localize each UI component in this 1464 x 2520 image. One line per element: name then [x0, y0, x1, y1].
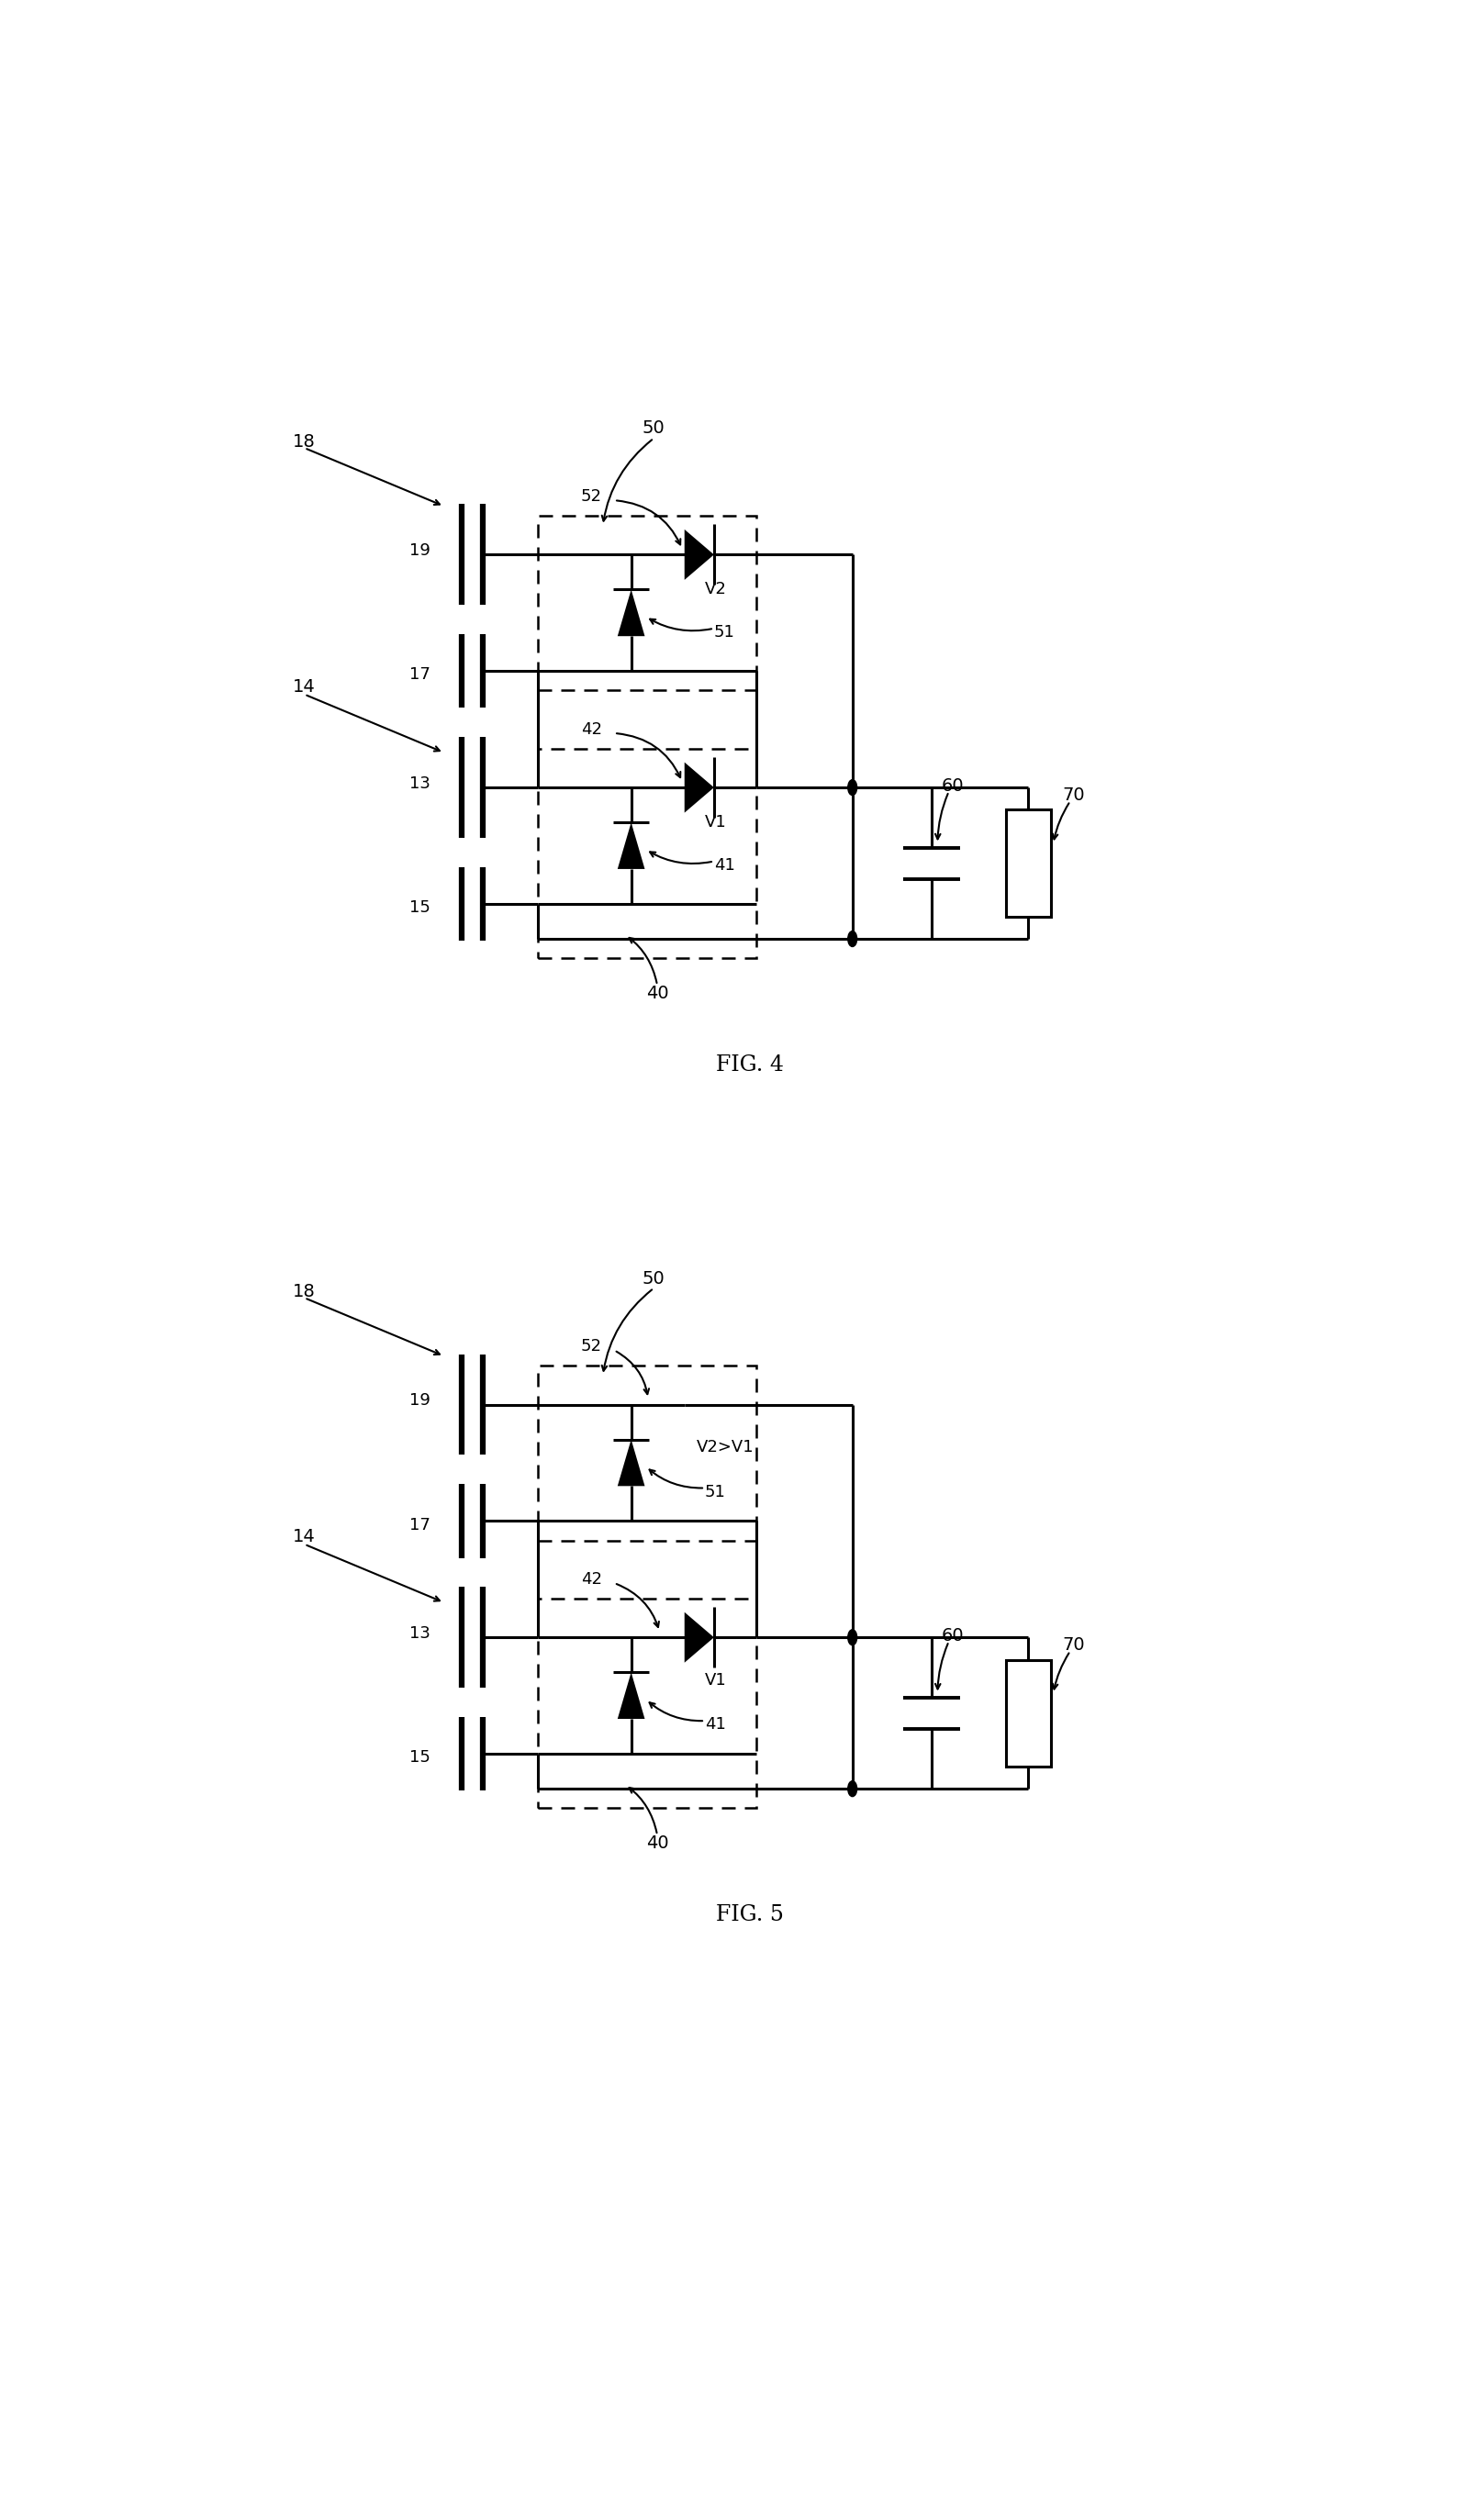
Text: 50: 50: [643, 421, 665, 438]
Bar: [1006, 1661, 1051, 1767]
Text: 41: 41: [714, 857, 735, 874]
Polygon shape: [685, 1613, 714, 1663]
Text: 40: 40: [646, 1835, 669, 1852]
Circle shape: [848, 1782, 856, 1797]
Polygon shape: [618, 822, 644, 869]
Text: 17: 17: [410, 1517, 430, 1532]
Bar: [539, 517, 755, 690]
Polygon shape: [685, 761, 714, 814]
Circle shape: [848, 930, 856, 948]
Polygon shape: [618, 1439, 644, 1487]
Text: 51: 51: [714, 625, 735, 640]
Circle shape: [848, 779, 856, 796]
Text: 14: 14: [293, 1527, 316, 1545]
Bar: [539, 1366, 755, 1540]
Text: 70: 70: [1063, 1635, 1085, 1653]
Bar: [1006, 809, 1051, 917]
Text: 19: 19: [410, 542, 430, 559]
Text: 13: 13: [410, 1625, 430, 1641]
Text: FIG. 4: FIG. 4: [716, 1053, 785, 1076]
Text: 15: 15: [410, 1749, 430, 1767]
Text: 60: 60: [941, 1628, 963, 1643]
Text: V1: V1: [706, 1671, 726, 1688]
Text: 40: 40: [646, 985, 669, 1003]
Text: FIG. 5: FIG. 5: [716, 1905, 785, 1925]
Text: 14: 14: [293, 678, 316, 696]
Text: V2>V1: V2>V1: [697, 1439, 754, 1457]
Text: 18: 18: [293, 433, 316, 451]
Text: 17: 17: [410, 668, 430, 683]
Text: 60: 60: [941, 776, 963, 794]
Text: 18: 18: [293, 1283, 316, 1300]
Text: V2: V2: [706, 582, 726, 597]
Text: 51: 51: [706, 1484, 726, 1499]
Text: 52: 52: [581, 489, 602, 504]
Polygon shape: [685, 529, 714, 580]
Polygon shape: [618, 590, 644, 635]
Text: 42: 42: [581, 1570, 602, 1588]
Text: 13: 13: [410, 776, 430, 791]
Text: 42: 42: [581, 721, 602, 738]
Circle shape: [848, 1630, 856, 1646]
Text: 70: 70: [1063, 786, 1085, 804]
Text: 52: 52: [581, 1338, 602, 1356]
Text: 15: 15: [410, 900, 430, 917]
Polygon shape: [618, 1673, 644, 1719]
Bar: [539, 1598, 755, 1809]
Text: 50: 50: [643, 1270, 665, 1288]
Text: 19: 19: [410, 1394, 430, 1409]
Bar: [539, 748, 755, 958]
Text: V1: V1: [706, 814, 726, 832]
Text: 41: 41: [706, 1716, 726, 1734]
